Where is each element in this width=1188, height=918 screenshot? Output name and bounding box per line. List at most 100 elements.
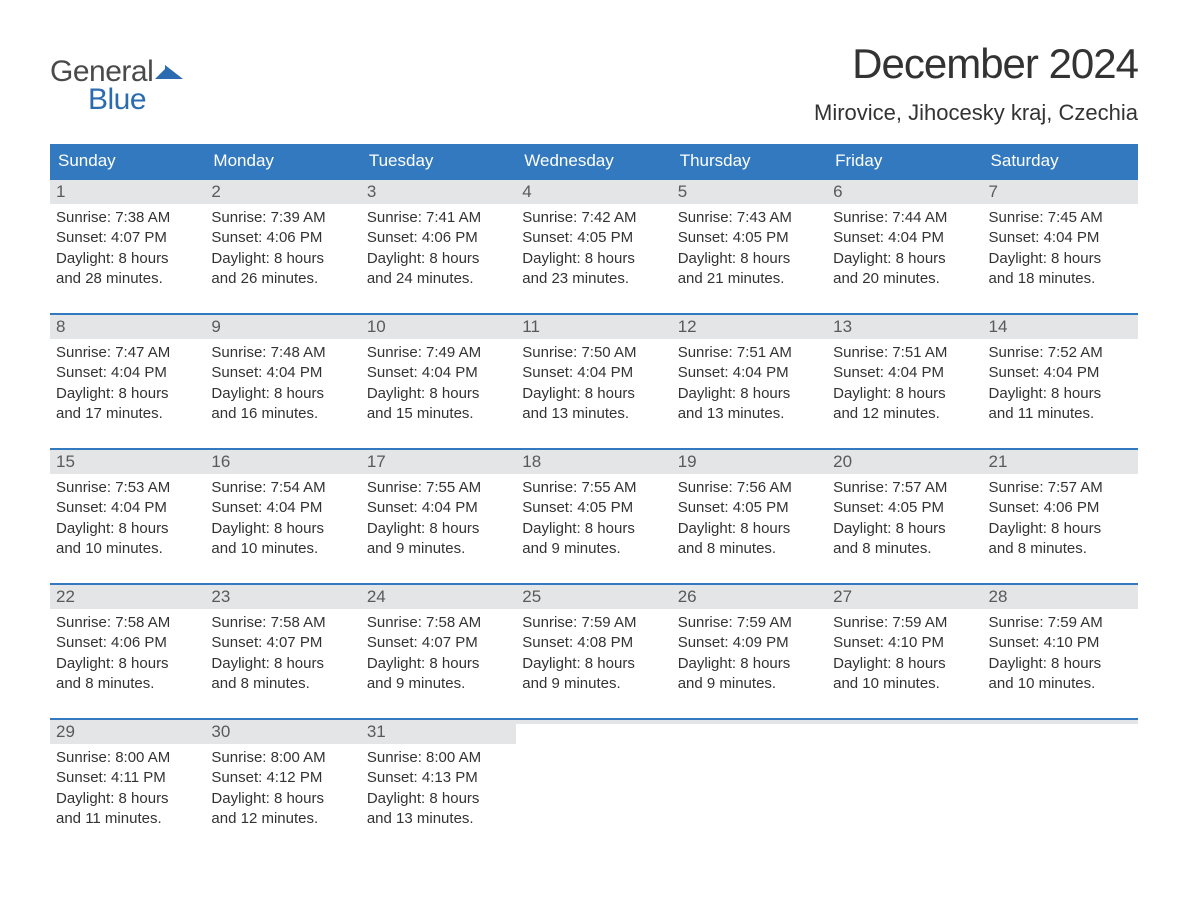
day-number-band: 7 bbox=[983, 180, 1138, 204]
day-number: 3 bbox=[367, 182, 376, 201]
logo: General Blue bbox=[50, 55, 185, 117]
sunrise-text: Sunrise: 7:56 AM bbox=[678, 478, 821, 498]
logo-text-blue: Blue bbox=[88, 83, 146, 117]
sunrise-text: Sunrise: 7:38 AM bbox=[56, 208, 199, 228]
daylight-text: and 9 minutes. bbox=[367, 674, 510, 694]
day-cell: 8Sunrise: 7:47 AMSunset: 4:04 PMDaylight… bbox=[50, 315, 205, 430]
day-number-band: 27 bbox=[827, 585, 982, 609]
day-cell: 16Sunrise: 7:54 AMSunset: 4:04 PMDayligh… bbox=[205, 450, 360, 565]
daylight-text: and 13 minutes. bbox=[522, 404, 665, 424]
sunset-text: Sunset: 4:07 PM bbox=[211, 633, 354, 653]
day-number-band: 9 bbox=[205, 315, 360, 339]
sunrise-text: Sunrise: 7:39 AM bbox=[211, 208, 354, 228]
day-cell: 12Sunrise: 7:51 AMSunset: 4:04 PMDayligh… bbox=[672, 315, 827, 430]
sunset-text: Sunset: 4:04 PM bbox=[56, 363, 199, 383]
day-cell: 9Sunrise: 7:48 AMSunset: 4:04 PMDaylight… bbox=[205, 315, 360, 430]
daylight-text: and 26 minutes. bbox=[211, 269, 354, 289]
day-cell: 15Sunrise: 7:53 AMSunset: 4:04 PMDayligh… bbox=[50, 450, 205, 565]
daylight-text: Daylight: 8 hours bbox=[522, 654, 665, 674]
page: General Blue December 2024 Mirovice, Jih… bbox=[0, 0, 1188, 865]
day-cell: 1Sunrise: 7:38 AMSunset: 4:07 PMDaylight… bbox=[50, 180, 205, 295]
sunrise-text: Sunrise: 7:45 AM bbox=[989, 208, 1132, 228]
day-body: Sunrise: 7:56 AMSunset: 4:05 PMDaylight:… bbox=[672, 474, 827, 565]
day-cell: 5Sunrise: 7:43 AMSunset: 4:05 PMDaylight… bbox=[672, 180, 827, 295]
daylight-text: Daylight: 8 hours bbox=[522, 249, 665, 269]
day-number-band: 31 bbox=[361, 720, 516, 744]
day-number: 16 bbox=[211, 452, 230, 471]
day-number: 12 bbox=[678, 317, 697, 336]
location-text: Mirovice, Jihocesky kraj, Czechia bbox=[814, 100, 1138, 126]
day-cell: 6Sunrise: 7:44 AMSunset: 4:04 PMDaylight… bbox=[827, 180, 982, 295]
sunrise-text: Sunrise: 7:59 AM bbox=[522, 613, 665, 633]
calendar: Sunday Monday Tuesday Wednesday Thursday… bbox=[50, 144, 1138, 835]
day-body: Sunrise: 8:00 AMSunset: 4:12 PMDaylight:… bbox=[205, 744, 360, 835]
daylight-text: Daylight: 8 hours bbox=[989, 519, 1132, 539]
day-body: Sunrise: 7:50 AMSunset: 4:04 PMDaylight:… bbox=[516, 339, 671, 430]
sunrise-text: Sunrise: 7:55 AM bbox=[522, 478, 665, 498]
day-body: Sunrise: 7:45 AMSunset: 4:04 PMDaylight:… bbox=[983, 204, 1138, 295]
sunrise-text: Sunrise: 8:00 AM bbox=[56, 748, 199, 768]
daylight-text: Daylight: 8 hours bbox=[211, 789, 354, 809]
sunrise-text: Sunrise: 7:51 AM bbox=[678, 343, 821, 363]
day-body: Sunrise: 8:00 AMSunset: 4:11 PMDaylight:… bbox=[50, 744, 205, 835]
day-cell: 27Sunrise: 7:59 AMSunset: 4:10 PMDayligh… bbox=[827, 585, 982, 700]
day-cell: 2Sunrise: 7:39 AMSunset: 4:06 PMDaylight… bbox=[205, 180, 360, 295]
sunset-text: Sunset: 4:04 PM bbox=[833, 228, 976, 248]
day-header: Thursday bbox=[672, 144, 827, 178]
daylight-text: and 9 minutes. bbox=[678, 674, 821, 694]
daylight-text: Daylight: 8 hours bbox=[211, 519, 354, 539]
day-body: Sunrise: 7:55 AMSunset: 4:05 PMDaylight:… bbox=[516, 474, 671, 565]
sunset-text: Sunset: 4:06 PM bbox=[367, 228, 510, 248]
daylight-text: Daylight: 8 hours bbox=[833, 384, 976, 404]
daylight-text: Daylight: 8 hours bbox=[56, 789, 199, 809]
sunrise-text: Sunrise: 7:48 AM bbox=[211, 343, 354, 363]
sunset-text: Sunset: 4:10 PM bbox=[989, 633, 1132, 653]
daylight-text: and 16 minutes. bbox=[211, 404, 354, 424]
day-number-band: 12 bbox=[672, 315, 827, 339]
day-number: 13 bbox=[833, 317, 852, 336]
daylight-text: and 17 minutes. bbox=[56, 404, 199, 424]
daylight-text: and 13 minutes. bbox=[678, 404, 821, 424]
day-number: 2 bbox=[211, 182, 220, 201]
daylight-text: and 12 minutes. bbox=[211, 809, 354, 829]
sunrise-text: Sunrise: 7:49 AM bbox=[367, 343, 510, 363]
daylight-text: Daylight: 8 hours bbox=[833, 249, 976, 269]
day-cell: 26Sunrise: 7:59 AMSunset: 4:09 PMDayligh… bbox=[672, 585, 827, 700]
daylight-text: and 8 minutes. bbox=[989, 539, 1132, 559]
daylight-text: Daylight: 8 hours bbox=[56, 519, 199, 539]
sunrise-text: Sunrise: 7:59 AM bbox=[989, 613, 1132, 633]
day-cell: 22Sunrise: 7:58 AMSunset: 4:06 PMDayligh… bbox=[50, 585, 205, 700]
day-header: Sunday bbox=[50, 144, 205, 178]
day-body: Sunrise: 7:55 AMSunset: 4:04 PMDaylight:… bbox=[361, 474, 516, 565]
daylight-text: Daylight: 8 hours bbox=[522, 384, 665, 404]
day-number-band: 28 bbox=[983, 585, 1138, 609]
day-number: 30 bbox=[211, 722, 230, 741]
daylight-text: and 18 minutes. bbox=[989, 269, 1132, 289]
day-number-band: 6 bbox=[827, 180, 982, 204]
sunset-text: Sunset: 4:07 PM bbox=[367, 633, 510, 653]
sunrise-text: Sunrise: 7:52 AM bbox=[989, 343, 1132, 363]
day-body: Sunrise: 7:43 AMSunset: 4:05 PMDaylight:… bbox=[672, 204, 827, 295]
sunrise-text: Sunrise: 7:51 AM bbox=[833, 343, 976, 363]
day-number-band: 18 bbox=[516, 450, 671, 474]
sunset-text: Sunset: 4:05 PM bbox=[522, 228, 665, 248]
day-number-band bbox=[672, 720, 827, 724]
week-row: 29Sunrise: 8:00 AMSunset: 4:11 PMDayligh… bbox=[50, 718, 1138, 835]
day-cell: 11Sunrise: 7:50 AMSunset: 4:04 PMDayligh… bbox=[516, 315, 671, 430]
day-number-band bbox=[516, 720, 671, 724]
day-number-band: 4 bbox=[516, 180, 671, 204]
day-number: 18 bbox=[522, 452, 541, 471]
title-block: December 2024 Mirovice, Jihocesky kraj, … bbox=[814, 40, 1138, 126]
daylight-text: Daylight: 8 hours bbox=[678, 519, 821, 539]
daylight-text: and 13 minutes. bbox=[367, 809, 510, 829]
day-body: Sunrise: 7:44 AMSunset: 4:04 PMDaylight:… bbox=[827, 204, 982, 295]
sunset-text: Sunset: 4:06 PM bbox=[989, 498, 1132, 518]
day-number-band: 11 bbox=[516, 315, 671, 339]
day-number-band: 20 bbox=[827, 450, 982, 474]
daylight-text: and 8 minutes. bbox=[56, 674, 199, 694]
daylight-text: Daylight: 8 hours bbox=[989, 654, 1132, 674]
day-body: Sunrise: 7:59 AMSunset: 4:10 PMDaylight:… bbox=[827, 609, 982, 700]
daylight-text: and 15 minutes. bbox=[367, 404, 510, 424]
day-body: Sunrise: 7:58 AMSunset: 4:06 PMDaylight:… bbox=[50, 609, 205, 700]
day-body: Sunrise: 7:48 AMSunset: 4:04 PMDaylight:… bbox=[205, 339, 360, 430]
